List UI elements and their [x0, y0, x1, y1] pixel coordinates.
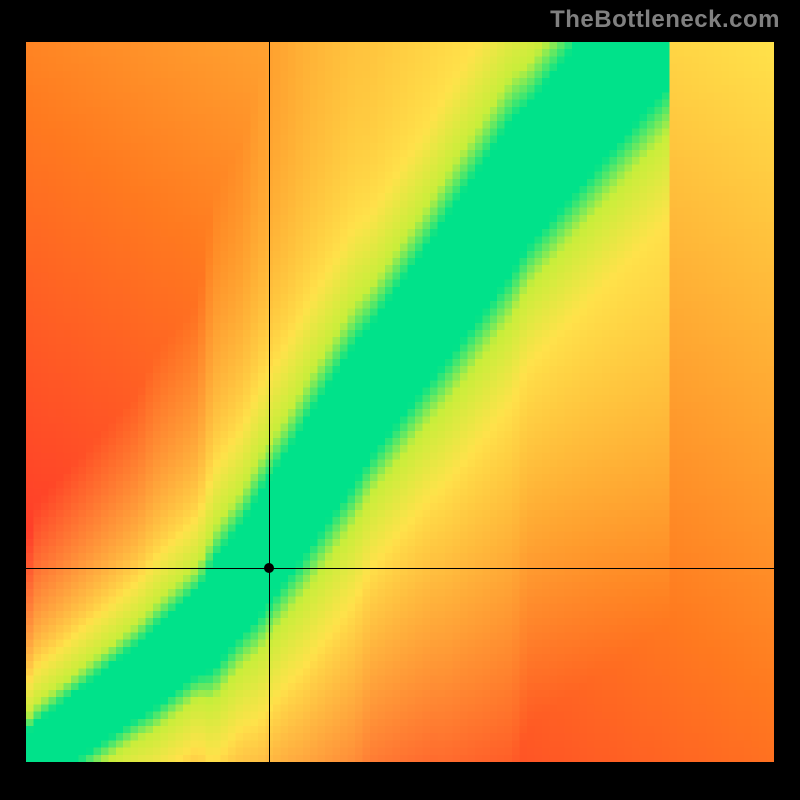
plot-area	[26, 42, 774, 762]
chart-container: TheBottleneck.com	[0, 0, 800, 800]
bottleneck-heatmap	[26, 42, 774, 762]
crosshair-horizontal	[26, 568, 774, 569]
crosshair-vertical	[269, 42, 270, 762]
watermark-text: TheBottleneck.com	[550, 6, 780, 34]
crosshair-marker	[264, 563, 274, 573]
